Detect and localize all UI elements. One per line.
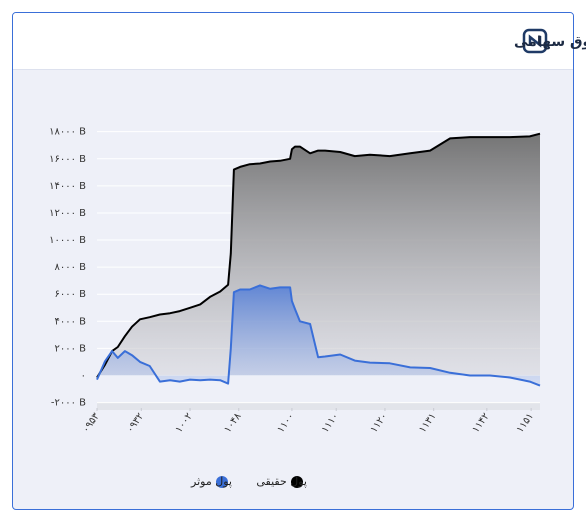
x-tick-label: ۰۹۵۳ <box>81 411 103 435</box>
x-tick-label: ۱۰۰۲ <box>174 411 195 435</box>
y-tick-label: ۱۲۰۰۰ B <box>49 208 86 219</box>
y-tick-label: ۰ <box>81 370 86 381</box>
chart-title: سهام،حق تقدم و صندوق سهامی <box>514 34 586 50</box>
legend-label: پول موثر <box>190 475 232 488</box>
card-header <box>13 13 573 70</box>
x-tick-label: ۱۱۰۰ <box>276 411 297 435</box>
y-tick-label: ۴۰۰۰ B <box>54 316 86 327</box>
x-axis-band <box>97 402 540 410</box>
legend-marker <box>291 476 303 488</box>
x-tick-label: ۱۱۴۲ <box>470 411 491 435</box>
y-tick-label: ۱۴۰۰۰ B <box>49 181 86 192</box>
x-tick-label: ۱۱۲۰ <box>369 411 390 435</box>
area-fill <box>97 133 540 378</box>
y-tick-label: ۱۶۰۰۰ B <box>49 154 86 165</box>
line <box>96 132 541 379</box>
y-tick-label: -۲۰۰۰ B <box>51 398 86 409</box>
legend-label: پول حقیقی <box>256 475 307 488</box>
y-tick-label: ۶۰۰۰ B <box>54 289 86 300</box>
x-tick-label: ۱۱۳۱ <box>417 411 438 435</box>
y-tick-label: ۸۰۰۰ B <box>54 262 86 273</box>
x-tick-label: ۱۱۱۰ <box>320 411 341 435</box>
legend-marker <box>216 476 228 488</box>
x-tick-label: ۱۱۵۱ <box>515 411 536 435</box>
y-tick-label: ۱۰۰۰۰ B <box>49 235 86 246</box>
y-tick-label: ۱۸۰۰۰ B <box>49 127 86 138</box>
logo <box>522 28 548 54</box>
x-tick-label: ۰۹۳۲ <box>125 411 146 435</box>
y-tick-label: ۲۰۰۰ B <box>54 343 86 354</box>
x-tick-label: ۱۰۴۸ <box>222 411 244 435</box>
line <box>96 284 541 387</box>
